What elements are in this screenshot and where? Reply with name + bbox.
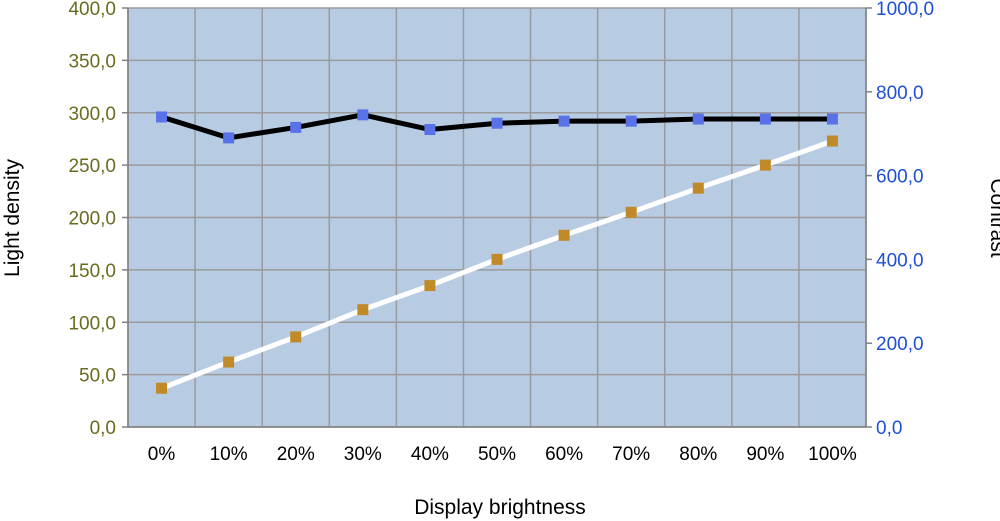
left-tick-label: 300,0 <box>68 104 116 125</box>
series-1-point <box>290 331 302 343</box>
series-2-point <box>826 113 838 125</box>
y-axis-title: Light density <box>1 159 24 277</box>
series-1-point <box>558 229 570 241</box>
series-1-point <box>491 253 503 265</box>
left-axis-ticks: 0,0 50,0 100,0 150,0 200,0 250,0 300,0 350,0 400… <box>68 0 128 439</box>
x-tick-label: 80% <box>679 444 717 465</box>
series-2-point <box>424 124 436 136</box>
series-2-point <box>558 115 570 127</box>
right-tick-label: 1000,0 <box>876 0 934 20</box>
left-tick-label: 0,0 <box>90 418 116 439</box>
right-tick-label: 200,0 <box>876 334 924 355</box>
series-1-point <box>826 135 838 147</box>
series-1-point <box>156 382 168 394</box>
series-2-point <box>290 121 302 133</box>
series-2-point <box>491 117 503 129</box>
series-2-point <box>357 109 369 121</box>
series-1-point <box>692 182 704 194</box>
left-tick-label: 200,0 <box>68 209 116 230</box>
x-tick-label: 70% <box>612 444 650 465</box>
grid <box>127 7 867 428</box>
x-tick-label: 100% <box>808 444 857 465</box>
left-tick-label: 50,0 <box>79 366 116 387</box>
series-2-point <box>759 113 771 125</box>
right-tick-label: 400,0 <box>876 250 924 271</box>
x-tick-label: 0% <box>148 444 176 465</box>
x-tick-label: 60% <box>545 444 583 465</box>
series-2-point <box>223 132 235 144</box>
x-tick-label: 10% <box>210 444 248 465</box>
right-tick-label: 0,0 <box>876 418 902 439</box>
left-tick-label: 350,0 <box>68 51 116 72</box>
x-tick-label: 40% <box>411 444 449 465</box>
series-1-point <box>424 280 436 292</box>
x-tick-label: 50% <box>478 444 516 465</box>
left-tick-label: 250,0 <box>68 156 116 177</box>
y2-axis-title: Contrast <box>986 178 1000 258</box>
series-2-point <box>692 113 704 125</box>
series-layer <box>156 109 838 394</box>
right-tick-label: 800,0 <box>876 83 924 104</box>
left-tick-label: 150,0 <box>68 261 116 282</box>
left-tick-label: 400,0 <box>68 0 116 20</box>
left-tick-label: 100,0 <box>68 313 116 334</box>
x-axis-title: Display brightness <box>414 496 586 519</box>
series-1-point <box>625 206 637 218</box>
series-1-point <box>223 356 235 368</box>
x-tick-label: 90% <box>746 444 784 465</box>
series-2-point <box>625 115 637 127</box>
series-1-point <box>759 159 771 171</box>
series-1-point <box>357 304 369 316</box>
x-axis-ticks: 0% 10% 20% 30% 40% 50% 60% 70% 80% 90% 100% <box>148 444 857 465</box>
series-2-point <box>156 111 168 123</box>
x-tick-label: 30% <box>344 444 382 465</box>
x-tick-label: 20% <box>277 444 315 465</box>
right-tick-label: 600,0 <box>876 167 924 188</box>
right-axis-ticks: 0,0 200,0 400,0 600,0 800,0 1000,0 <box>866 0 934 439</box>
